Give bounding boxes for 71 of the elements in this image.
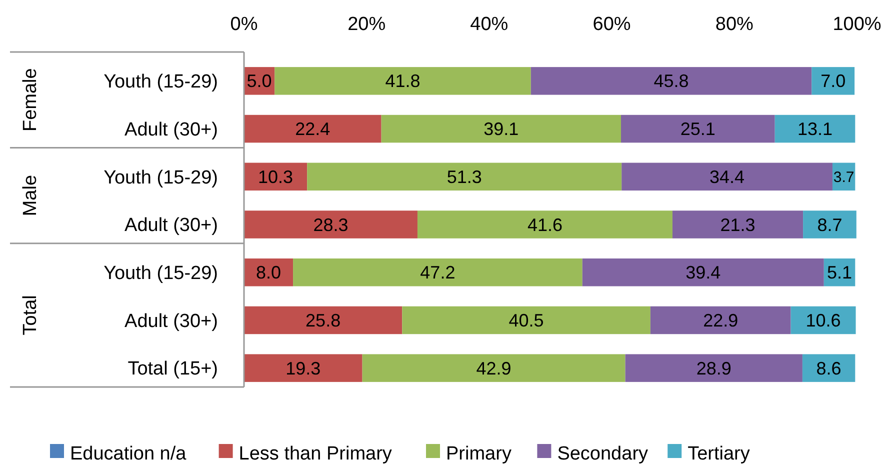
bar: [622, 162, 832, 191]
data-label: 5.0: [246, 71, 272, 92]
bar: [274, 67, 531, 95]
data-label: 8.6: [816, 358, 842, 378]
data-label: 51.3: [446, 166, 482, 187]
data-label: 47.2: [420, 262, 456, 283]
bar: [672, 210, 804, 238]
legend-label: Primary: [446, 444, 512, 465]
bar: [812, 67, 855, 95]
bar: [381, 114, 621, 143]
data-label: 7.0: [820, 71, 846, 92]
bar: [802, 354, 856, 382]
data-label: 40.5: [508, 310, 544, 331]
y-tick-label: Adult (30+): [124, 119, 218, 140]
data-label: 34.4: [710, 166, 745, 187]
data-label: 41.6: [527, 214, 563, 235]
bar: [402, 306, 650, 334]
y-tick-label: Adult (30+): [124, 310, 218, 332]
text: Female: [20, 68, 41, 132]
data-label: 10.6: [806, 310, 841, 331]
data-label: 19.3: [286, 358, 321, 378]
bar: [582, 258, 824, 286]
bar: [650, 306, 791, 334]
data-label: 25.8: [306, 310, 341, 331]
bar: [803, 210, 856, 238]
data-label: 25.1: [680, 119, 716, 140]
x-tick-label: 60%: [592, 14, 631, 35]
bar: [774, 114, 856, 143]
data-label: 22.9: [703, 310, 738, 331]
data-label: 28.9: [696, 358, 732, 378]
legend-label: Education n/a: [70, 444, 187, 465]
bar: [244, 210, 418, 238]
y-tick-label: Youth (15-29): [104, 263, 218, 284]
data-label: 3.7: [833, 168, 854, 186]
bar: [293, 258, 582, 286]
bar: [244, 114, 382, 143]
text: Male: [20, 174, 41, 216]
text: Total: [20, 295, 41, 336]
data-label: 39.1: [484, 119, 519, 140]
data-label: 8.0: [256, 262, 282, 283]
legend-label: Secondary: [557, 444, 649, 465]
bar: [620, 114, 775, 143]
bar: [362, 354, 626, 382]
bar: [625, 354, 802, 382]
bar: [417, 210, 672, 238]
x-tick-label: 100%: [832, 14, 882, 35]
data-label: 45.8: [654, 71, 689, 92]
bar: [244, 354, 362, 382]
bar: [307, 162, 622, 191]
x-tick-label: 0%: [230, 14, 258, 35]
x-tick-label: 20%: [348, 14, 386, 35]
data-label: 10.3: [258, 166, 294, 187]
bar: [244, 306, 402, 334]
y-tick-label: Total (15+): [128, 358, 218, 380]
y-tick-label: Adult (30+): [124, 215, 218, 236]
data-label: 41.8: [385, 71, 420, 92]
y-tick-label: Youth (15-29): [104, 167, 218, 188]
data-label: 42.9: [476, 358, 512, 378]
x-tick-label: 80%: [715, 14, 754, 35]
data-label: 5.1: [827, 262, 852, 283]
legend-label: Less than Primary: [238, 444, 392, 465]
y-tick-label: Youth (15-29): [104, 72, 218, 93]
data-label: 13.1: [797, 119, 833, 140]
data-label: 8.7: [817, 214, 842, 235]
data-label: 39.4: [686, 262, 721, 283]
x-tick-label: 40%: [470, 14, 508, 35]
data-label: 28.3: [313, 214, 348, 235]
bar: [530, 67, 812, 95]
legend-label: Tertiary: [688, 444, 750, 465]
data-label: 21.3: [720, 214, 756, 235]
data-label: 22.4: [295, 119, 330, 140]
